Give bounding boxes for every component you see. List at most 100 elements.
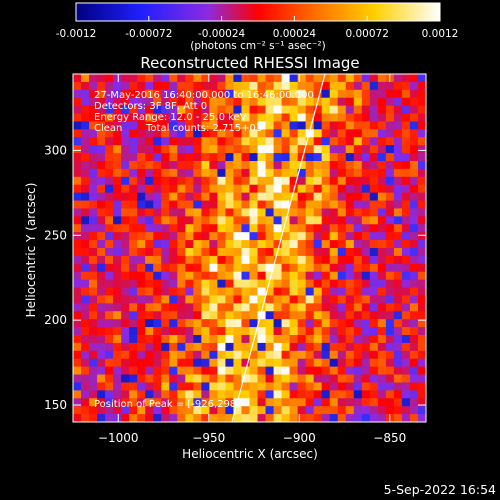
image-pixel	[113, 319, 122, 328]
image-pixel	[177, 287, 186, 297]
image-pixel	[161, 279, 170, 289]
image-pixel	[377, 113, 387, 123]
image-pixel	[369, 255, 379, 265]
image-pixel	[377, 263, 387, 273]
image-pixel	[233, 216, 243, 225]
image-pixel	[345, 192, 355, 202]
image-pixel	[121, 97, 130, 107]
image-pixel	[121, 145, 130, 154]
image-pixel	[81, 161, 90, 170]
image-pixel	[353, 311, 363, 320]
image-pixel	[169, 303, 178, 312]
image-pixel	[193, 161, 202, 170]
image-pixel	[81, 255, 90, 265]
image-pixel	[369, 319, 379, 328]
image-pixel	[409, 382, 419, 391]
image-pixel	[281, 366, 291, 376]
image-pixel	[81, 382, 90, 391]
image-pixel	[409, 366, 419, 376]
image-pixel	[97, 240, 106, 249]
info-block: 27-May-2016 16:40:00.000 to 16:46:00.000…	[94, 90, 314, 134]
image-pixel	[73, 327, 82, 336]
image-pixel	[129, 145, 138, 154]
image-pixel	[393, 192, 403, 202]
image-pixel	[393, 263, 403, 273]
image-pixel	[257, 335, 267, 344]
image-pixel	[89, 279, 98, 289]
image-pixel	[361, 137, 371, 146]
image-pixel	[289, 129, 299, 138]
image-pixel	[201, 263, 210, 273]
image-pixel	[289, 200, 299, 210]
image-pixel	[209, 382, 219, 391]
image-pixel	[121, 414, 130, 422]
image-pixel	[201, 382, 210, 391]
image-pixel	[121, 287, 130, 297]
image-pixel	[321, 129, 331, 138]
image-pixel	[257, 240, 267, 249]
image-pixel	[417, 382, 426, 391]
image-pixel	[369, 97, 379, 107]
image-pixel	[153, 105, 162, 115]
image-pixel	[289, 232, 299, 241]
image-pixel	[361, 414, 371, 422]
image-pixel	[169, 255, 178, 265]
image-pixel	[121, 137, 130, 146]
image-pixel	[209, 319, 219, 328]
image-pixel	[185, 113, 194, 123]
image-pixel	[353, 161, 363, 170]
image-pixel	[161, 311, 170, 320]
image-pixel	[113, 161, 122, 170]
image-pixel	[113, 97, 122, 107]
image-pixel	[129, 248, 138, 257]
image-pixel	[217, 129, 227, 138]
image-pixel	[241, 414, 251, 422]
image-pixel	[393, 342, 403, 352]
image-pixel	[273, 382, 283, 391]
image-pixel	[137, 81, 146, 91]
image-pixel	[385, 271, 395, 281]
image-pixel	[241, 105, 251, 115]
image-pixel	[305, 271, 315, 281]
image-pixel	[145, 74, 154, 83]
image-pixel	[337, 319, 347, 328]
image-pixel	[361, 319, 371, 328]
image-pixel	[153, 113, 162, 123]
image-pixel	[313, 406, 323, 415]
image-pixel	[137, 319, 146, 328]
image-pixel	[113, 271, 122, 281]
image-pixel	[225, 366, 235, 376]
image-pixel	[217, 192, 227, 202]
image-pixel	[177, 129, 186, 138]
image-pixel	[329, 192, 339, 202]
image-pixel	[273, 161, 283, 170]
image-pixel	[185, 105, 194, 115]
image-pixel	[217, 414, 227, 422]
image-pixel	[185, 287, 194, 297]
image-pixel	[233, 350, 243, 360]
image-pixel	[169, 350, 178, 360]
image-pixel	[321, 200, 331, 210]
image-pixel	[345, 374, 355, 384]
image-pixel	[137, 342, 146, 352]
image-pixel	[337, 366, 347, 376]
image-pixel	[217, 255, 227, 265]
image-pixel	[113, 153, 122, 162]
image-pixel	[353, 398, 363, 407]
image-pixel	[401, 248, 411, 257]
image-pixel	[129, 311, 138, 320]
image-pixel	[297, 240, 307, 249]
image-pixel	[129, 176, 138, 186]
image-pixel	[265, 374, 275, 384]
image-pixel	[305, 327, 315, 336]
image-pixel	[193, 89, 202, 99]
image-pixel	[81, 184, 90, 194]
image-pixel	[385, 382, 395, 391]
image-pixel	[161, 89, 170, 99]
image-pixel	[305, 342, 315, 352]
image-pixel	[249, 240, 259, 249]
image-pixel	[89, 200, 98, 210]
image-pixel	[321, 327, 331, 336]
image-pixel	[257, 382, 267, 391]
image-pixel	[153, 390, 162, 399]
